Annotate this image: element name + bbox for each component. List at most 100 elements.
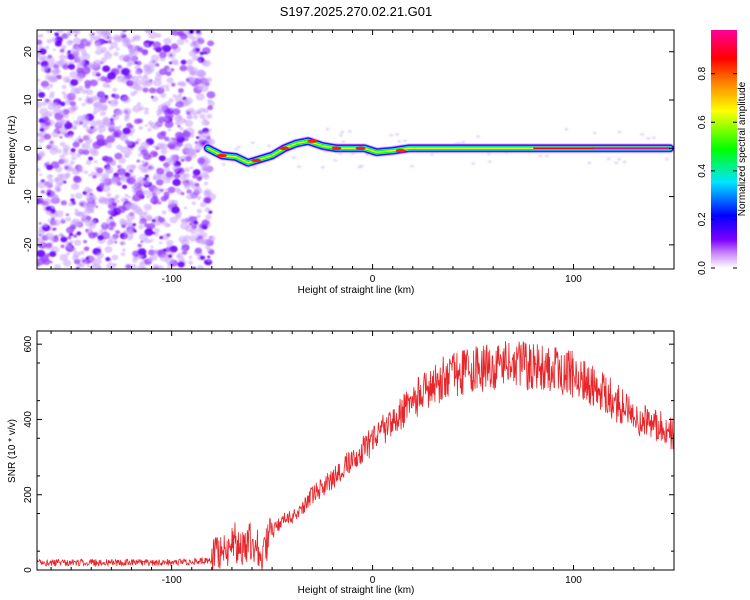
spectrogram-noise-blob	[192, 174, 198, 179]
spectrogram-noise-blob	[182, 130, 191, 138]
spectrogram-noise-blob	[84, 97, 94, 105]
spectrogram-noise-blob	[78, 211, 84, 217]
spectrogram-noise-blob	[113, 51, 119, 57]
spectrogram-noise-blob	[101, 221, 107, 226]
spectrogram-noise-blob	[110, 41, 118, 49]
spectrogram-noise-blob	[37, 197, 44, 204]
spectrogram-noise-blob	[116, 75, 125, 83]
spectrogram-noise-blob	[357, 165, 362, 169]
spectrogram-noise-blob	[68, 201, 74, 207]
spectrogram-noise-blob	[564, 127, 569, 131]
spectrogram-noise-blob	[129, 128, 136, 134]
spectrogram-noise-blob	[40, 65, 49, 72]
spectrogram-noise-blob	[69, 224, 76, 230]
spectrogram-noise-blob	[166, 239, 174, 247]
spectrogram-noise-blob	[606, 157, 611, 161]
spectrogram-noise-blob	[38, 222, 42, 225]
spectrogram-noise-blob	[188, 235, 197, 242]
spectrogram-noise-blob	[150, 95, 154, 99]
spectrogram-noise-blob	[48, 236, 55, 242]
spectrogram-noise-blob	[102, 231, 110, 238]
spectrogram-noise-blob	[403, 139, 408, 143]
spectrogram-noise-blob	[117, 205, 126, 214]
spectrogram-noise-blob	[71, 155, 77, 161]
spectrogram-noise-blob	[155, 179, 164, 186]
spectrogram-noise-blob	[192, 40, 200, 47]
spectrogram-noise-blob	[70, 79, 79, 86]
spectrogram-noise-blob	[119, 175, 126, 181]
spectrogram-y-tick-label: -20	[23, 237, 34, 252]
spectrogram-noise-blob	[51, 145, 59, 151]
spectrogram-noise-blob	[207, 40, 215, 47]
spectrogram-noise-blob	[347, 129, 352, 133]
spectrogram-noise-blob	[538, 154, 543, 158]
spectrogram-noise-blob	[110, 177, 118, 183]
spectrogram-noise-blob	[188, 222, 194, 226]
spectrogram-noise-blob	[109, 221, 116, 227]
spectrogram-noise-blob	[57, 130, 61, 134]
spectrogram-noise-blob	[56, 30, 64, 34]
spectrogram-noise-blob	[188, 255, 193, 259]
spectrogram-noise-blob	[196, 208, 202, 214]
spectrogram-noise-blob	[77, 148, 84, 153]
spectrogram-noise-blob	[144, 228, 154, 236]
spectrogram-noise-blob	[117, 64, 122, 69]
spectrogram-noise-blob	[64, 241, 72, 248]
spectrogram-noise-blob	[159, 68, 168, 76]
colorbar: 0.0 0.2 0.4 0.6 0.8 Normalized spectral ampl…	[697, 30, 748, 275]
spectrogram-noise-blob	[170, 58, 178, 65]
spectrogram-noise-blob	[131, 164, 137, 169]
spectrogram-noise-blob	[176, 252, 183, 258]
spectrogram-noise-blob	[82, 41, 87, 45]
spectrogram-noise-blob	[144, 68, 153, 75]
spectrogram-noise-blob	[137, 47, 144, 53]
spectrogram-noise-blob	[40, 255, 50, 263]
spectrogram-noise-blob	[203, 51, 207, 55]
spectrogram-noise-blob	[38, 56, 45, 62]
spectrogram-noise-blob	[81, 66, 91, 75]
spectrogram-noise-blob	[172, 108, 181, 116]
spectrogram-noise-blob	[165, 171, 174, 178]
spectrogram-noise-blob	[68, 232, 74, 237]
spectrogram-noise-blob	[180, 59, 187, 65]
spectrogram-noise-blob	[487, 160, 492, 164]
spectrogram-noise-blob	[37, 237, 43, 243]
spectrogram-noise-blob	[42, 222, 48, 228]
spectrogram-noise-blob	[54, 210, 64, 218]
spectrogram-noise-blob	[54, 98, 59, 102]
spectrogram-noise-blob	[41, 101, 48, 106]
spectrogram-noise-blob	[190, 228, 197, 235]
spectrogram-noise-blob	[39, 107, 49, 116]
spectrogram-noise-blob	[96, 34, 101, 39]
spectrogram-noise-blob	[88, 39, 92, 43]
spectrogram-noise-blob	[646, 136, 651, 140]
spectrogram-hot-spot	[331, 146, 342, 151]
spectrogram-noise-blob	[62, 259, 72, 267]
spectrogram-noise-blob	[72, 120, 79, 125]
spectrogram-noise-blob	[74, 34, 78, 37]
spectrogram-noise-blob	[622, 160, 627, 164]
spectrogram-noise-blob	[147, 127, 152, 132]
spectrogram-noise-blob	[171, 206, 180, 214]
spectrogram-noise-blob	[66, 252, 71, 256]
spectrogram-noise-blob	[44, 45, 50, 50]
spectrogram-noise-blob	[59, 253, 69, 262]
spectrogram-noise-blob	[164, 247, 171, 253]
spectrogram-noise-blob	[82, 191, 88, 195]
spectrogram-noise-blob	[107, 72, 117, 80]
spectrogram-noise-blob	[167, 254, 173, 258]
spectrogram-noise-blob	[115, 194, 120, 199]
spectrogram-noise-blob	[166, 223, 171, 228]
spectrogram-noise-blob	[72, 234, 78, 238]
spectrogram-noise-blob	[140, 149, 149, 156]
spectrogram-noise-blob	[93, 160, 98, 164]
spectrogram-noise-blob	[158, 121, 164, 126]
spectrogram-noise-blob	[69, 160, 75, 165]
spectrogram-noise-blob	[397, 139, 402, 143]
spectrogram-noise-blob	[159, 188, 164, 192]
spectrogram-noise-blob	[159, 143, 168, 151]
spectrogram-noise-blob	[97, 91, 105, 97]
spectrogram-noise-blob	[59, 154, 66, 160]
spectrogram-noise-blob	[43, 133, 52, 140]
spectrogram-noise-blob	[100, 30, 106, 35]
